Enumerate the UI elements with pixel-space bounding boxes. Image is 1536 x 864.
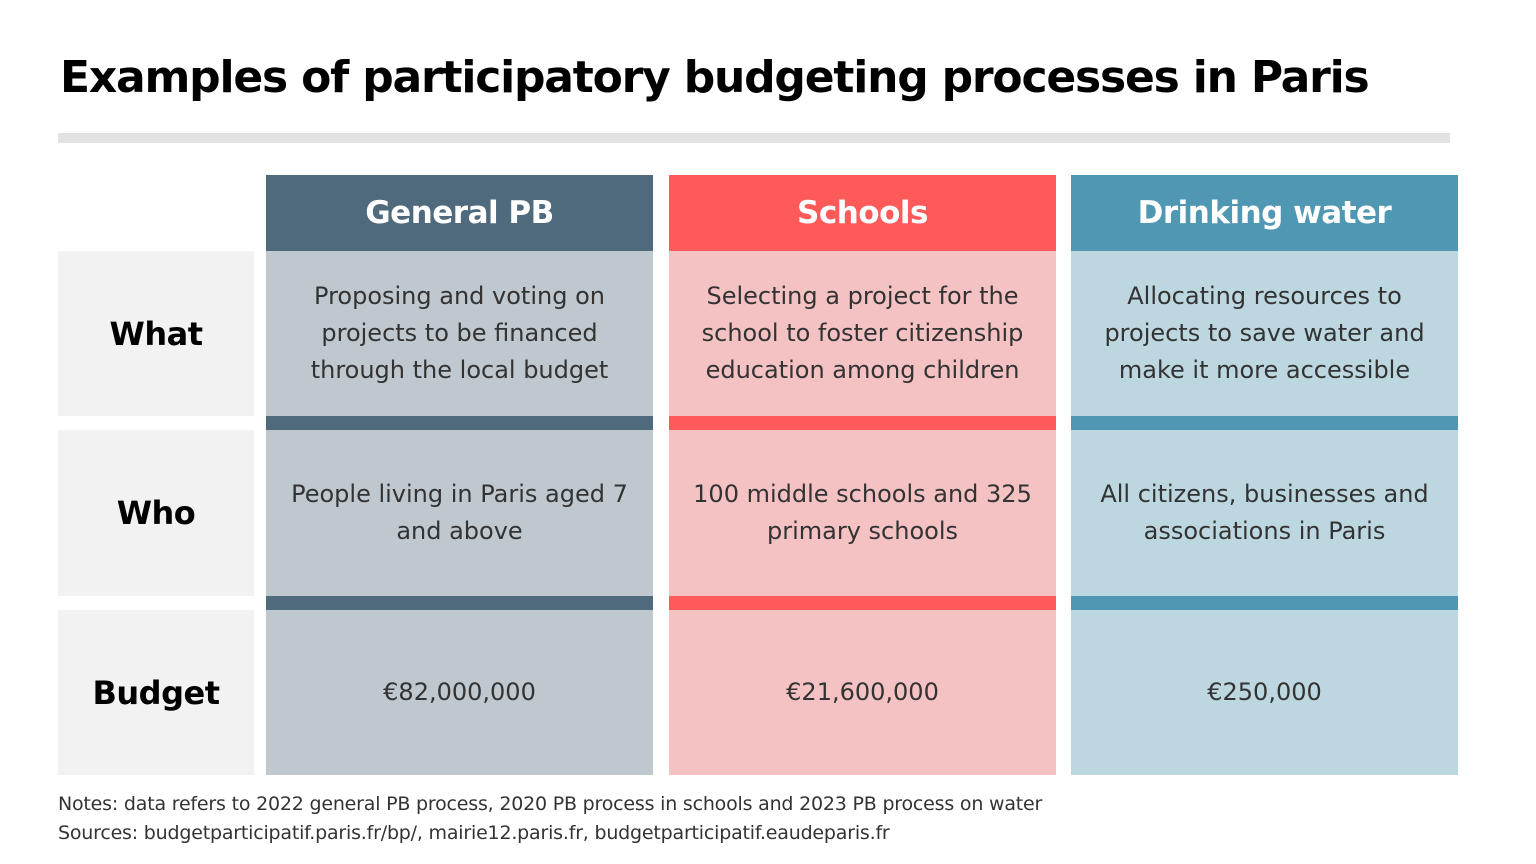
cell-what-general-pb: Proposing and voting on projects to be f… bbox=[266, 251, 653, 416]
column-header-schools: Schools bbox=[669, 175, 1056, 251]
row-separator bbox=[669, 416, 1056, 430]
cell-who-schools: 100 middle schools and 325 primary schoo… bbox=[669, 430, 1056, 596]
cell-budget-schools: €21,600,000 bbox=[669, 610, 1056, 775]
page-title: Examples of participatory budgeting proc… bbox=[60, 52, 1370, 103]
cell-budget-drinking-water: €250,000 bbox=[1071, 610, 1458, 775]
row-separator bbox=[669, 596, 1056, 610]
column-header-drinking-water: Drinking water bbox=[1071, 175, 1458, 251]
row-header-budget: Budget bbox=[58, 610, 254, 775]
row-header-what: What bbox=[58, 251, 254, 416]
title-divider bbox=[58, 133, 1450, 143]
row-separator bbox=[266, 596, 653, 610]
notes-text: Notes: data refers to 2022 general PB pr… bbox=[58, 793, 1043, 815]
cell-what-schools: Selecting a project for the school to fo… bbox=[669, 251, 1056, 416]
footnotes: Notes: data refers to 2022 general PB pr… bbox=[58, 790, 1042, 848]
cell-who-drinking-water: All citizens, businesses and association… bbox=[1071, 430, 1458, 596]
sources-text: Sources: budgetparticipatif.paris.fr/bp/… bbox=[58, 822, 890, 844]
row-separator bbox=[1071, 596, 1458, 610]
row-header-who: Who bbox=[58, 430, 254, 596]
row-separator bbox=[266, 416, 653, 430]
cell-who-general-pb: People living in Paris aged 7 and above bbox=[266, 430, 653, 596]
cell-what-drinking-water: Allocating resources to projects to save… bbox=[1071, 251, 1458, 416]
row-separator bbox=[1071, 416, 1458, 430]
column-header-general-pb: General PB bbox=[266, 175, 653, 251]
cell-budget-general-pb: €82,000,000 bbox=[266, 610, 653, 775]
